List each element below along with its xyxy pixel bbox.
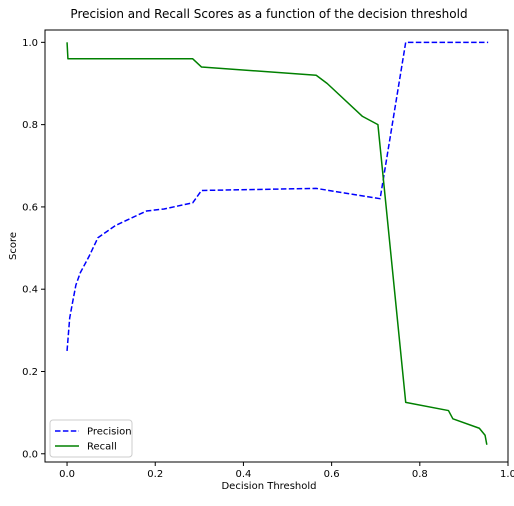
y-tick-label: 1.0 [22, 38, 38, 49]
y-axis-label: Score [8, 232, 19, 260]
series-line-recall [66, 42, 488, 445]
x-tick-label: 0.0 [59, 469, 75, 480]
y-tick-label: 0.6 [22, 202, 38, 213]
y-tick-label: 0.8 [22, 120, 38, 131]
ticks-layer: 0.0 0.2 0.4 0.6 0.8 1.0 0.0 0.2 0.4 0.6 0.8 1.0 [22, 38, 514, 480]
legend: Precision Recall [49, 419, 133, 458]
series-layer [66, 41, 489, 445]
x-tick-label: 1.0 [500, 469, 514, 480]
legend-label-recall: Recall [87, 442, 117, 453]
legend-box [49, 419, 133, 458]
plot-frame [44, 29, 509, 463]
y-tick-label: 0.0 [22, 449, 38, 460]
x-axis-label: Decision Threshold [221, 481, 316, 492]
x-tick-label: 0.4 [235, 469, 251, 480]
chart-title: Precision and Recall Scores as a functio… [70, 7, 467, 21]
series-line-precision [66, 41, 489, 351]
y-tick-label: 0.2 [22, 367, 38, 378]
x-tick-label: 0.2 [147, 469, 163, 480]
legend-label-precision: Precision [87, 427, 132, 438]
x-tick-label: 0.6 [324, 469, 340, 480]
x-tick-label: 0.8 [412, 469, 428, 480]
y-tick-label: 0.4 [22, 285, 38, 296]
